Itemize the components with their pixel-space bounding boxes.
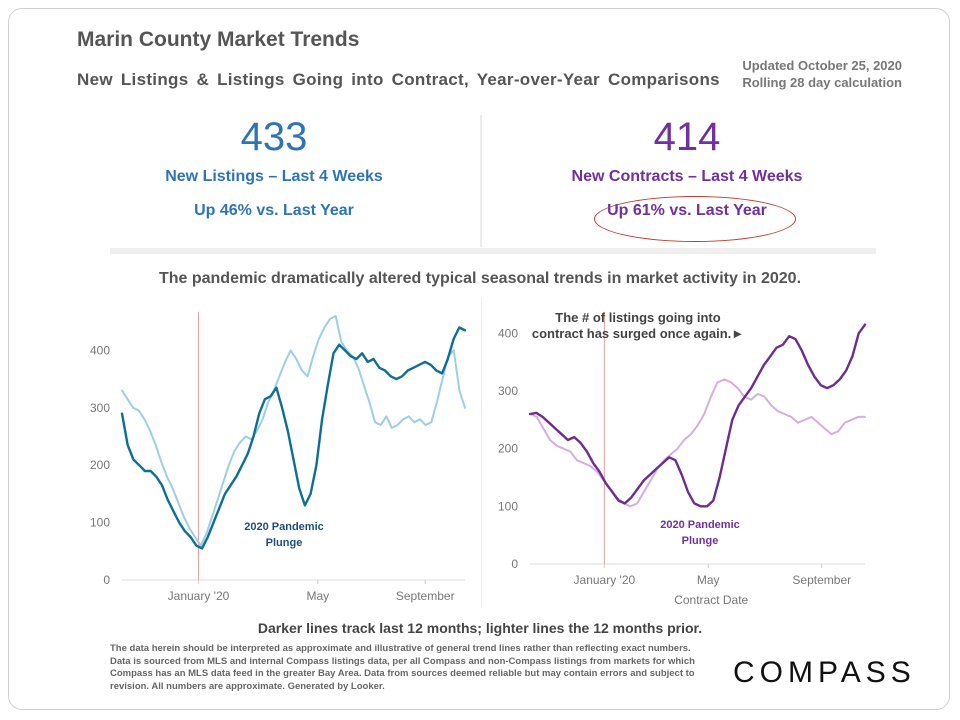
y-tick-label: 0 bbox=[103, 573, 110, 587]
series-line-last-12-months bbox=[120, 326, 467, 550]
pandemic-plunge-annotation: 2020 Pandemic bbox=[244, 521, 324, 533]
y-tick-label: 200 bbox=[498, 442, 518, 456]
x-tick-label: September bbox=[792, 573, 851, 587]
pandemic-plunge-annotation: Plunge bbox=[266, 537, 303, 549]
kpi-listings-label: New Listings – Last 4 Weeks bbox=[165, 168, 383, 185]
listings-chart: 0 100 200 300 400 January '20 May September 2020… bbox=[90, 312, 467, 603]
y-tick-label: 400 bbox=[90, 343, 110, 357]
updated-date: Updated October 25, 2020 bbox=[742, 58, 902, 73]
highlight-ellipse bbox=[594, 196, 796, 242]
series-line-12-months-prior bbox=[121, 315, 466, 547]
x-tick-label: May bbox=[307, 589, 330, 603]
y-tick-label: 400 bbox=[498, 326, 518, 340]
y-tick-label: 300 bbox=[498, 384, 518, 398]
kpi-contracts-value: 414 bbox=[653, 115, 721, 159]
series-line-12-months-prior bbox=[529, 378, 866, 508]
x-tick-label: January '20 bbox=[168, 589, 230, 603]
compass-logo: COMPASS bbox=[733, 656, 916, 689]
kpi-listings-change: Up 46% vs. Last Year bbox=[194, 202, 354, 219]
x-tick-label: September bbox=[396, 589, 455, 603]
section-heading: The pandemic dramatically altered typica… bbox=[158, 270, 802, 287]
x-tick-label: May bbox=[697, 573, 720, 587]
kpi-new-listings: 433 New Listings – Last 4 Weeks Up 46% v… bbox=[124, 112, 424, 220]
surge-annotation: contract has surged once again.► bbox=[532, 326, 744, 341]
kpi-contracts-label: New Contracts – Last 4 Weeks bbox=[571, 168, 803, 185]
kpi-listings-value: 433 bbox=[240, 115, 308, 159]
section-divider bbox=[110, 248, 876, 254]
page-subtitle: New Listings & Listings Going into Contr… bbox=[77, 70, 720, 89]
y-tick-label: 100 bbox=[498, 499, 518, 513]
slide-frame bbox=[8, 8, 950, 710]
pandemic-plunge-annotation: Plunge bbox=[682, 535, 719, 547]
chart-divider bbox=[481, 298, 482, 608]
y-tick-label: 200 bbox=[90, 458, 110, 472]
disclaimer-text: The data herein should be interpreted as… bbox=[110, 643, 695, 692]
x-axis-label: Contract Date bbox=[674, 593, 748, 607]
y-tick-label: 0 bbox=[511, 557, 518, 571]
page-title: Marin County Market Trends bbox=[77, 28, 360, 51]
y-tick-label: 300 bbox=[90, 401, 110, 415]
rolling-note: Rolling 28 day calculation bbox=[742, 75, 902, 90]
update-info: Updated October 25, 2020 Rolling 28 day … bbox=[742, 57, 902, 91]
footer-caption: Darker lines track last 12 months; light… bbox=[257, 620, 703, 636]
y-tick-label: 100 bbox=[90, 516, 110, 530]
kpi-divider bbox=[480, 115, 482, 247]
series-line-last-12-months bbox=[528, 323, 867, 508]
surge-annotation: The # of listings going into bbox=[555, 310, 720, 325]
contracts-chart: 0 100 200 300 400 January '20 May September Cont… bbox=[498, 310, 867, 607]
pandemic-plunge-annotation: 2020 Pandemic bbox=[660, 519, 740, 531]
x-tick-label: January '20 bbox=[574, 573, 636, 587]
